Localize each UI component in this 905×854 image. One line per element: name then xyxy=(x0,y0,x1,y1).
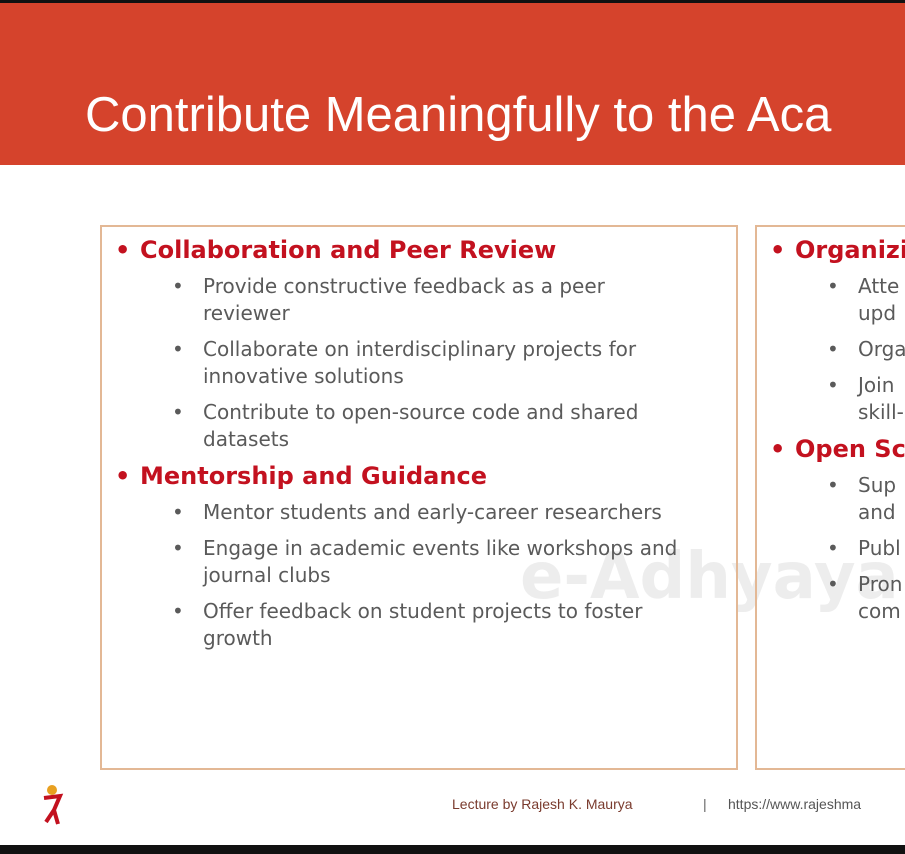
section: • Organizi • Atte upd • Orga • Join skill- xyxy=(757,235,905,426)
bullet: • xyxy=(827,274,839,298)
item-line: skill- xyxy=(858,400,904,424)
item-line: Publ xyxy=(858,536,901,560)
header: Contribute Meaningfully to the Aca xyxy=(0,3,905,165)
item-line: growth xyxy=(203,626,273,650)
bullet: • xyxy=(172,599,184,623)
item-line: Atte xyxy=(858,274,900,298)
item-line: Provide constructive feedback as a peer xyxy=(203,274,605,298)
list-item: • Contribute to open-source code and shar… xyxy=(102,399,736,453)
item-line: and xyxy=(858,500,896,524)
list-item: • Join skill- xyxy=(757,372,905,426)
item-line: Mentor students and early-career researc… xyxy=(203,500,662,524)
top-border xyxy=(0,0,905,3)
section-heading: • Organizi xyxy=(757,235,905,265)
bullet: • xyxy=(827,337,839,361)
section: • Open Sc • Sup and • Publ • Pron com xyxy=(757,434,905,625)
bottom-border xyxy=(0,845,905,854)
item-line: Collaborate on interdisciplinary project… xyxy=(203,337,637,361)
item-line: Orga xyxy=(858,337,905,361)
list-item: • Provide constructive feedback as a peer… xyxy=(102,273,736,327)
item-line: Pron xyxy=(858,572,903,596)
logo xyxy=(43,785,64,825)
item-line: Engage in academic events like workshops… xyxy=(203,536,678,560)
list-item: • Offer feedback on student projects to f… xyxy=(102,598,736,652)
watermark: e-Adhyaya xyxy=(520,540,899,614)
bullet: • xyxy=(770,435,786,463)
item-line: reviewer xyxy=(203,301,290,325)
item-line: innovative solutions xyxy=(203,364,404,388)
section-heading: • Collaboration and Peer Review xyxy=(102,235,736,265)
heading-text: Organizi xyxy=(795,236,905,264)
list-item: • Mentor students and early-career resear… xyxy=(102,499,736,526)
item-line: journal clubs xyxy=(203,563,331,587)
section-heading: • Open Sc xyxy=(757,434,905,464)
section: • Collaboration and Peer Review • Provide c… xyxy=(102,235,736,453)
heading-text: Open Sc xyxy=(795,435,905,463)
section: • Mentorship and Guidance • Mentor students… xyxy=(102,461,736,652)
item-line: datasets xyxy=(203,427,290,451)
bullet: • xyxy=(770,236,786,264)
right-panel: • Organizi • Atte upd • Orga • Join skill- • Open S… xyxy=(755,225,905,770)
list-item: • Publ xyxy=(757,535,905,562)
list-item: • Collaborate on interdisciplinary projec… xyxy=(102,336,736,390)
list-item: • Orga xyxy=(757,336,905,363)
heading-text: Mentorship and Guidance xyxy=(140,462,487,490)
bullet: • xyxy=(827,373,839,397)
bullet: • xyxy=(827,572,839,596)
footer-separator: | xyxy=(703,796,707,812)
item-line: upd xyxy=(858,301,897,325)
bullet: • xyxy=(172,400,184,424)
bullet: • xyxy=(172,536,184,560)
list-item: • Pron com xyxy=(757,571,905,625)
bullet: • xyxy=(172,337,184,361)
bullet: • xyxy=(172,500,184,524)
list-item: • Engage in academic events like workshop… xyxy=(102,535,736,589)
bullet: • xyxy=(172,274,184,298)
left-panel: • Collaboration and Peer Review • Provide c… xyxy=(100,225,738,770)
footer-url: https://www.rajeshma xyxy=(728,796,862,812)
bullet: • xyxy=(115,462,131,490)
section-heading: • Mentorship and Guidance xyxy=(102,461,736,491)
bullet: • xyxy=(827,473,839,497)
item-line: Sup xyxy=(858,473,897,497)
list-item: • Atte upd xyxy=(757,273,905,327)
slide-title: Contribute Meaningfully to the Aca xyxy=(85,88,832,142)
footer-lecturer: Lecture by Rajesh K. Maurya xyxy=(452,796,633,812)
item-line: com xyxy=(858,599,901,623)
item-line: Contribute to open-source code and share… xyxy=(203,400,639,424)
bullet: • xyxy=(827,536,839,560)
bullet: • xyxy=(115,236,131,264)
heading-text: Collaboration and Peer Review xyxy=(140,236,557,264)
list-item: • Sup and xyxy=(757,472,905,526)
item-line: Join xyxy=(858,373,895,397)
item-line: Offer feedback on student projects to fo… xyxy=(203,599,643,623)
